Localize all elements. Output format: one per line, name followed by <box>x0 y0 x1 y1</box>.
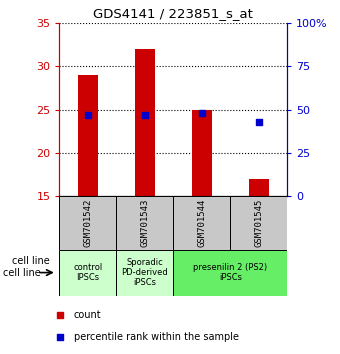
FancyBboxPatch shape <box>173 250 287 296</box>
FancyBboxPatch shape <box>231 196 287 250</box>
FancyBboxPatch shape <box>59 196 116 250</box>
Text: GSM701543: GSM701543 <box>140 199 149 247</box>
Text: count: count <box>74 310 101 320</box>
Text: percentile rank within the sample: percentile rank within the sample <box>74 332 239 342</box>
Point <box>57 312 63 318</box>
Title: GDS4141 / 223851_s_at: GDS4141 / 223851_s_at <box>94 7 253 21</box>
FancyBboxPatch shape <box>173 196 231 250</box>
FancyBboxPatch shape <box>116 250 173 296</box>
Text: cell line: cell line <box>12 256 50 266</box>
Point <box>199 110 205 116</box>
Text: Sporadic
PD-derived
iPSCs: Sporadic PD-derived iPSCs <box>122 258 168 287</box>
Point <box>256 119 261 125</box>
Text: control
IPSCs: control IPSCs <box>73 263 103 282</box>
Bar <box>78 75 98 196</box>
Point <box>85 112 91 118</box>
Text: presenilin 2 (PS2)
iPSCs: presenilin 2 (PS2) iPSCs <box>193 263 268 282</box>
Bar <box>192 110 212 196</box>
Bar <box>249 179 269 196</box>
Text: GSM701542: GSM701542 <box>84 199 92 247</box>
Point <box>142 112 148 118</box>
Text: GSM701545: GSM701545 <box>254 199 263 247</box>
Bar <box>135 49 155 196</box>
FancyBboxPatch shape <box>59 250 116 296</box>
Point <box>57 334 63 339</box>
Text: cell line: cell line <box>3 268 41 278</box>
FancyBboxPatch shape <box>116 196 173 250</box>
Text: GSM701544: GSM701544 <box>198 199 206 247</box>
